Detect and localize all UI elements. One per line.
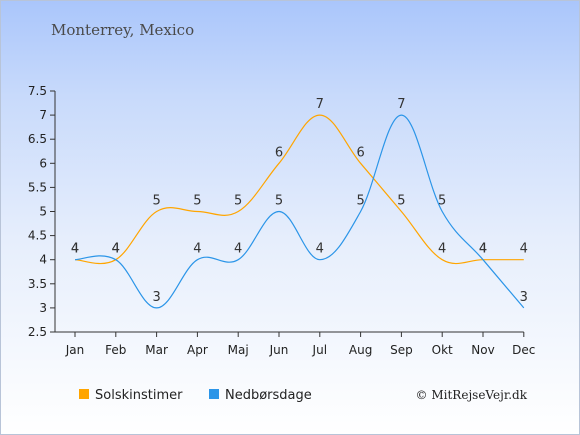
data-label-rain: 4 [112,242,120,257]
copyright-text: © MitRejseVejr.dk [416,388,528,402]
data-label-rain: 4 [71,242,79,257]
y-tick-label: 5 [39,205,47,219]
data-label-rain: 5 [438,194,446,209]
y-tick-label: 5.5 [28,180,47,194]
data-label-sun: 4 [112,242,120,257]
data-label-rain: 4 [316,242,324,257]
x-tick-label: Jan [65,343,85,357]
data-label-sun: 4 [520,242,528,257]
legend-swatch-rain [209,389,219,399]
data-label-sun: 4 [438,242,446,257]
legend-label-rain: Nedbørsdage [225,388,312,403]
x-tick-label: Apr [187,343,208,357]
x-tick-label: Maj [228,343,249,357]
x-tick-label: Feb [105,343,126,357]
x-tick-label: Mar [145,343,168,357]
x-tick-label: Dec [512,343,535,357]
data-label-rain: 7 [397,97,405,112]
data-label-rain: 3 [152,290,160,305]
x-tick-label: Nov [471,343,494,357]
data-label-sun: 7 [316,97,324,112]
data-label-rain: 5 [356,194,364,209]
data-label-sun: 6 [356,145,364,160]
data-label-rain: 4 [193,242,201,257]
legend-label-sun: Solskinstimer [95,388,183,403]
x-tick-label: Aug [349,343,372,357]
y-tick-label: 2.5 [28,325,47,339]
y-tick-label: 6 [39,156,47,170]
y-tick-label: 4.5 [28,229,47,243]
y-tick-label: 3 [39,301,47,315]
data-label-sun: 5 [397,194,405,209]
series-line-rain [74,114,525,309]
legend-swatch-sun [79,389,89,399]
data-label-sun: 5 [234,194,242,209]
x-tick-label: Sep [390,343,413,357]
data-label-sun: 5 [193,194,201,209]
x-tick-label: Okt [432,343,453,357]
y-tick-label: 7 [39,108,47,122]
y-tick-label: 7.5 [28,84,47,98]
data-label-rain: 3 [520,290,528,305]
data-label-sun: 4 [479,242,487,257]
y-tick-label: 6.5 [28,132,47,146]
series-line-sun [74,114,524,265]
data-label-rain: 4 [234,242,242,257]
data-label-rain: 4 [479,242,487,257]
data-label-rain: 5 [275,194,283,209]
data-label-sun: 4 [71,242,79,257]
y-tick-label: 4 [39,253,47,267]
y-tick-label: 3.5 [28,277,47,291]
data-label-sun: 6 [275,145,283,160]
x-tick-label: Jul [312,343,327,357]
data-label-sun: 5 [152,194,160,209]
x-tick-label: Jun [269,343,289,357]
chart-title: Monterrey, Mexico [51,21,195,39]
